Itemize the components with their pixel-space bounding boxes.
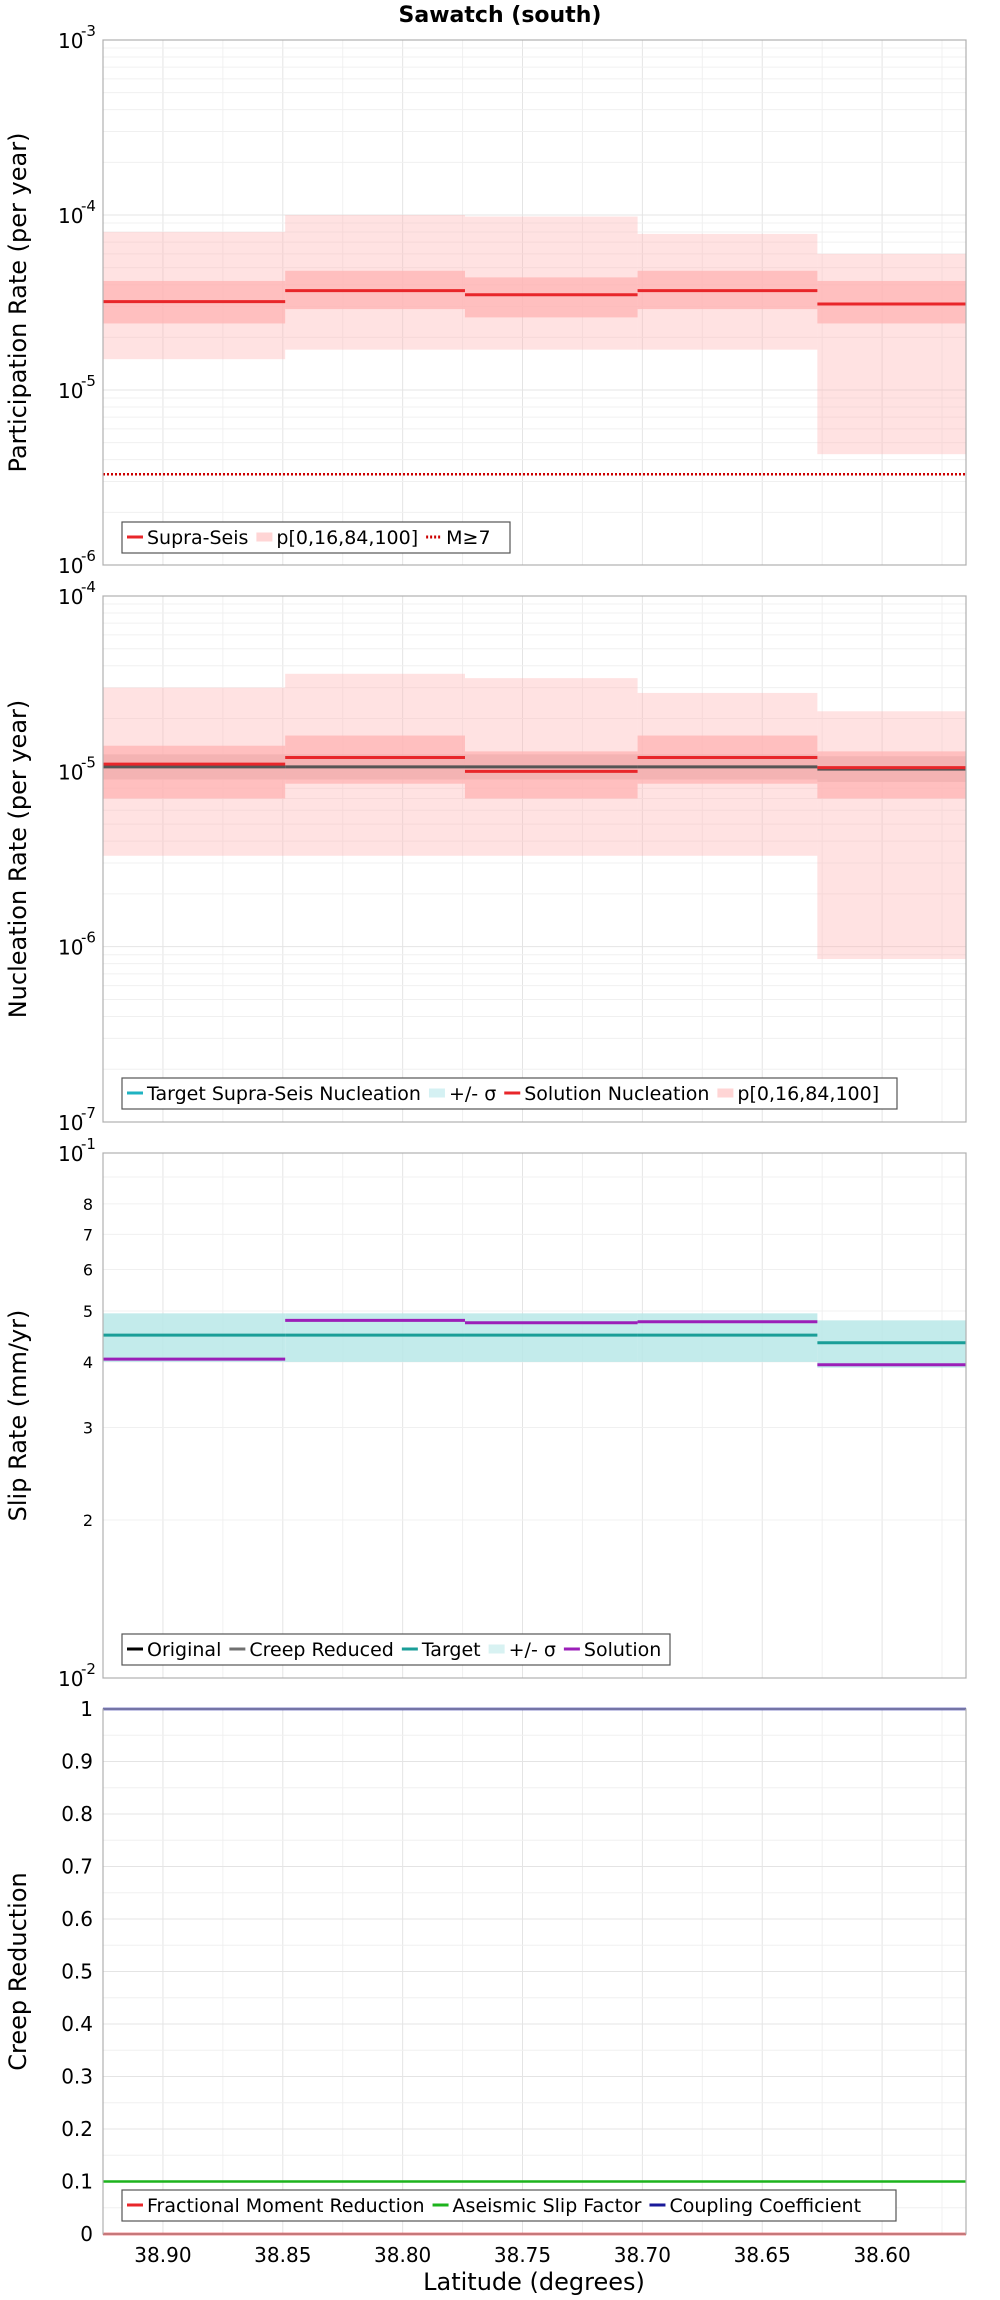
- y-tick-exponent: -7: [81, 1104, 96, 1122]
- plot-frame: [102, 1152, 967, 1679]
- y-tick-label: 0.7: [61, 1855, 93, 1879]
- panel-creep: 0 0.1 0.2 0.3 0.4 0.5 0.6 0.7 0.8 0.9 1 Creep Reduc…: [4, 1697, 967, 2246]
- legend-box: [121, 2189, 897, 2222]
- band-inner: [103, 745, 286, 799]
- y-tick-label: 10: [58, 760, 83, 784]
- legend-entry: Original: [147, 1639, 221, 1661]
- y-axis-title: Nucleation Rate (per year): [4, 700, 32, 1019]
- x-tick-label: 38.75: [494, 2243, 551, 2267]
- band-inner: [464, 277, 638, 318]
- y-tick-label: 10: [58, 29, 83, 53]
- band-inner: [817, 280, 966, 324]
- legend-entry: Creep Reduced: [249, 1639, 393, 1661]
- y-tick-label: 10: [58, 585, 83, 609]
- legend-entry: Target Supra-Seis Nucleation: [146, 1083, 421, 1105]
- x-tick-label: 38.85: [254, 2243, 311, 2267]
- y-tick-label: 0.2: [61, 2117, 93, 2141]
- y-tick-label: 1: [80, 1697, 93, 1721]
- x-tick-label: 38.70: [614, 2243, 671, 2267]
- legend-entry: p[0,16,84,100]: [737, 1083, 879, 1105]
- y-minor-tick-label: 8: [83, 1195, 93, 1214]
- y-axis-title: Participation Rate (per year): [4, 133, 32, 473]
- band-inner: [464, 751, 638, 799]
- y-minor-tick-label: 3: [83, 1419, 93, 1438]
- legend-entry: Aseismic Slip Factor: [453, 2195, 642, 2217]
- y-tick-label: 10: [58, 1667, 83, 1691]
- y-minor-tick-label: 6: [83, 1260, 93, 1279]
- legend-entry: Supra-Seis: [147, 527, 248, 549]
- y-tick-exponent: -4: [81, 578, 96, 596]
- legend-box: [121, 521, 511, 554]
- legend-entry: M≥7: [446, 527, 490, 549]
- legend-entry: Coupling Coefficient: [669, 2195, 861, 2217]
- legend-entry: +/- σ: [449, 1083, 496, 1105]
- plot-area: [103, 1153, 966, 1678]
- plot-frame: [102, 595, 967, 1123]
- y-axis-title: Slip Rate (mm/yr): [4, 1310, 32, 1522]
- legend: Original Creep Reduced Target +/- σ Solution: [121, 1633, 671, 1666]
- y-tick-label: 10: [58, 379, 83, 403]
- y-minor-tick-label: 5: [83, 1302, 93, 1321]
- y-tick-label: 0.3: [61, 2065, 93, 2089]
- y-tick-label: 10: [58, 1111, 83, 1135]
- y-minor-tick-label: 4: [83, 1353, 93, 1372]
- y-minor-tick-label: 7: [83, 1225, 93, 1244]
- y-tick-label: 0.6: [61, 1907, 93, 1931]
- band-inner: [817, 751, 966, 799]
- y-tick-label: 0.8: [61, 1802, 93, 1826]
- band-inner: [637, 735, 818, 784]
- y-tick-exponent: -6: [81, 929, 96, 947]
- legend-entry: p[0,16,84,100]: [276, 527, 418, 549]
- legend-entry: Solution: [584, 1639, 661, 1661]
- y-tick-label: 0.5: [61, 1960, 93, 1984]
- y-tick-label: 10: [58, 204, 83, 228]
- y-tick-exponent: -4: [81, 197, 96, 215]
- y-tick-exponent: -2: [81, 1660, 96, 1678]
- x-tick-label: 38.65: [734, 2243, 791, 2267]
- legend: Supra-Seis p[0,16,84,100] M≥7: [121, 521, 511, 554]
- legend-entry: Fractional Moment Reduction: [147, 2195, 425, 2217]
- band-sigma: [103, 1313, 286, 1362]
- legend-entry: Solution Nucleation: [524, 1083, 709, 1105]
- legend-entry: +/- σ: [509, 1639, 556, 1661]
- legend-entry: Target: [421, 1639, 481, 1661]
- x-tick-label: 38.80: [374, 2243, 431, 2267]
- plot-frame: [102, 39, 967, 566]
- y-tick-label: 0.4: [61, 2012, 93, 2036]
- y-tick-exponent: -6: [81, 547, 96, 565]
- chart-title: Sawatch (south): [399, 3, 602, 28]
- legend: Target Supra-Seis Nucleation +/- σ Solutio…: [121, 1077, 898, 1110]
- x-axis-title: Latitude (degrees): [423, 2268, 645, 2296]
- x-tick-label: 38.90: [134, 2243, 191, 2267]
- x-tick-label: 38.60: [853, 2243, 910, 2267]
- y-tick-exponent: -3: [81, 22, 96, 40]
- y-tick-label: 0: [80, 2222, 93, 2246]
- y-tick-exponent: -5: [81, 372, 96, 390]
- y-tick-label: 10: [58, 554, 83, 578]
- y-axis-title: Creep Reduction: [4, 1872, 32, 2070]
- band-inner: [285, 735, 465, 784]
- y-tick-label: 10: [58, 1142, 83, 1166]
- legend: Fractional Moment Reduction Aseismic Slip…: [121, 2189, 897, 2222]
- y-tick-exponent: -1: [81, 1135, 96, 1153]
- band-outer: [817, 711, 966, 960]
- band-sigma: [464, 1313, 638, 1362]
- y-tick-label: 10: [58, 936, 83, 960]
- y-tick-exponent: -5: [81, 753, 96, 771]
- y-minor-tick-label: 2: [83, 1511, 93, 1530]
- y-tick-label: 0.1: [61, 2170, 93, 2194]
- plot-frame: [102, 1708, 967, 2235]
- y-tick-label: 0.9: [61, 1750, 93, 1774]
